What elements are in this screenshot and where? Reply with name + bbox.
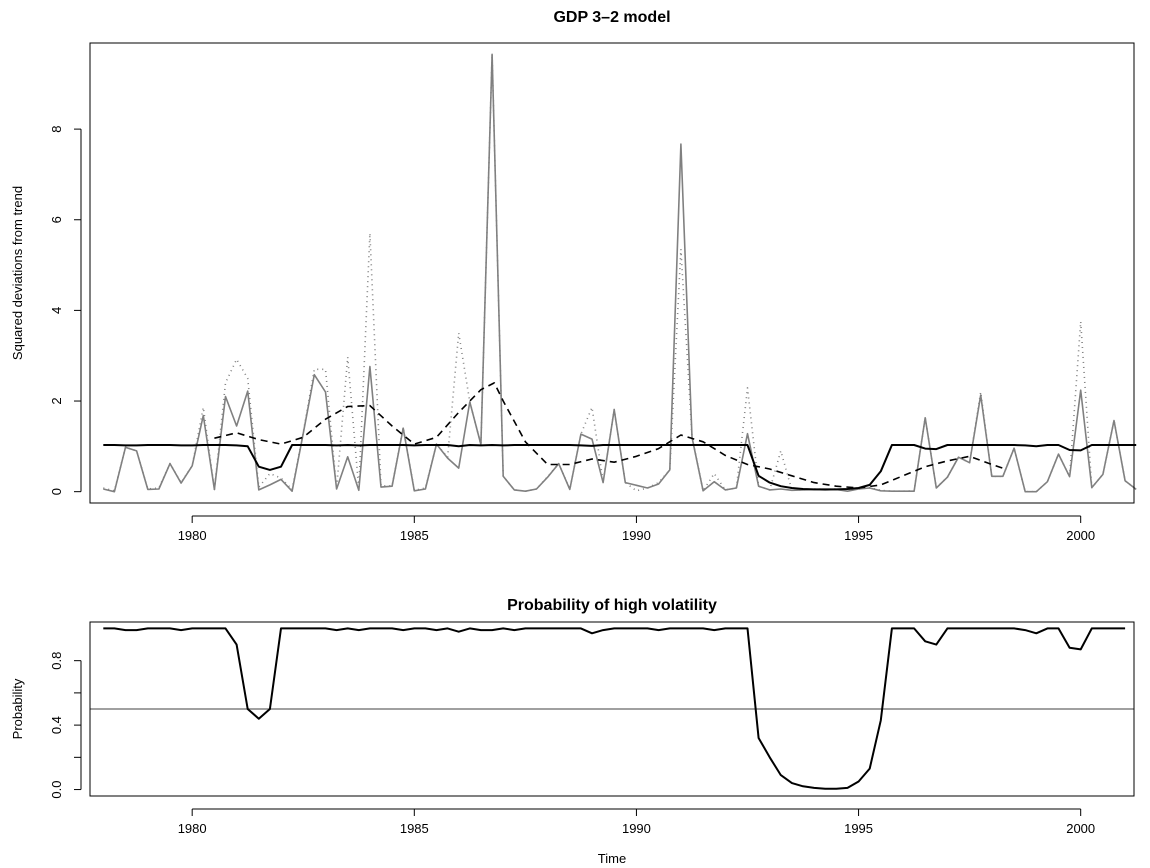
y-axis: 0 2 4 6 8 bbox=[49, 125, 82, 495]
chart-title: GDP 3–2 model bbox=[553, 9, 670, 26]
plot-frame bbox=[89, 621, 1135, 797]
x-tick-label: 1995 bbox=[844, 821, 873, 836]
y-axis-label: Squared deviations from trend bbox=[10, 186, 25, 360]
x-tick-label: 2000 bbox=[1066, 821, 1095, 836]
x-tick-label: 1980 bbox=[178, 528, 207, 543]
bottom-series-group bbox=[90, 627, 1134, 790]
y-tick-label: 4 bbox=[49, 307, 64, 314]
series-line-4 bbox=[103, 444, 1137, 491]
y-tick-label: 2 bbox=[49, 397, 64, 404]
x-axis-label: Time bbox=[598, 851, 626, 866]
y-tick-label: 8 bbox=[49, 125, 64, 132]
x-tick-label: 1995 bbox=[844, 528, 873, 543]
series-line-3 bbox=[214, 382, 1006, 489]
plot-frame bbox=[89, 42, 1135, 504]
x-tick-label: 1985 bbox=[400, 528, 429, 543]
x-tick-label: 1990 bbox=[622, 528, 651, 543]
x-tick-label: 1980 bbox=[178, 821, 207, 836]
series-line-1 bbox=[103, 53, 1137, 493]
x-tick-label: 1990 bbox=[622, 821, 651, 836]
x-tick-label: 2000 bbox=[1066, 528, 1095, 543]
y-axis: 0.0 0.4 0.8 bbox=[49, 652, 82, 799]
y-axis-label: Probability bbox=[10, 678, 25, 739]
series-line-2 bbox=[103, 53, 1137, 493]
x-axis: 1980 1985 1990 1995 2000 bbox=[178, 515, 1095, 543]
chart-title: Probability of high volatility bbox=[507, 597, 717, 614]
top-series-group bbox=[103, 53, 1137, 493]
series-line-1 bbox=[103, 627, 1126, 790]
x-axis: 1980 1985 1990 1995 2000 bbox=[178, 808, 1095, 836]
probability-panel: Probability of high volatility 1980 1985 1… bbox=[10, 597, 1135, 866]
y-tick-label: 0.0 bbox=[49, 781, 64, 799]
y-tick-label: 0.4 bbox=[49, 716, 64, 734]
y-tick-label: 6 bbox=[49, 216, 64, 223]
y-tick-label: 0.8 bbox=[49, 652, 64, 670]
x-tick-label: 1985 bbox=[400, 821, 429, 836]
y-tick-label: 0 bbox=[49, 488, 64, 495]
gdp-model-panel: GDP 3–2 model 1980 1985 1990 1995 2000 0 2 4 6 8… bbox=[10, 9, 1137, 543]
